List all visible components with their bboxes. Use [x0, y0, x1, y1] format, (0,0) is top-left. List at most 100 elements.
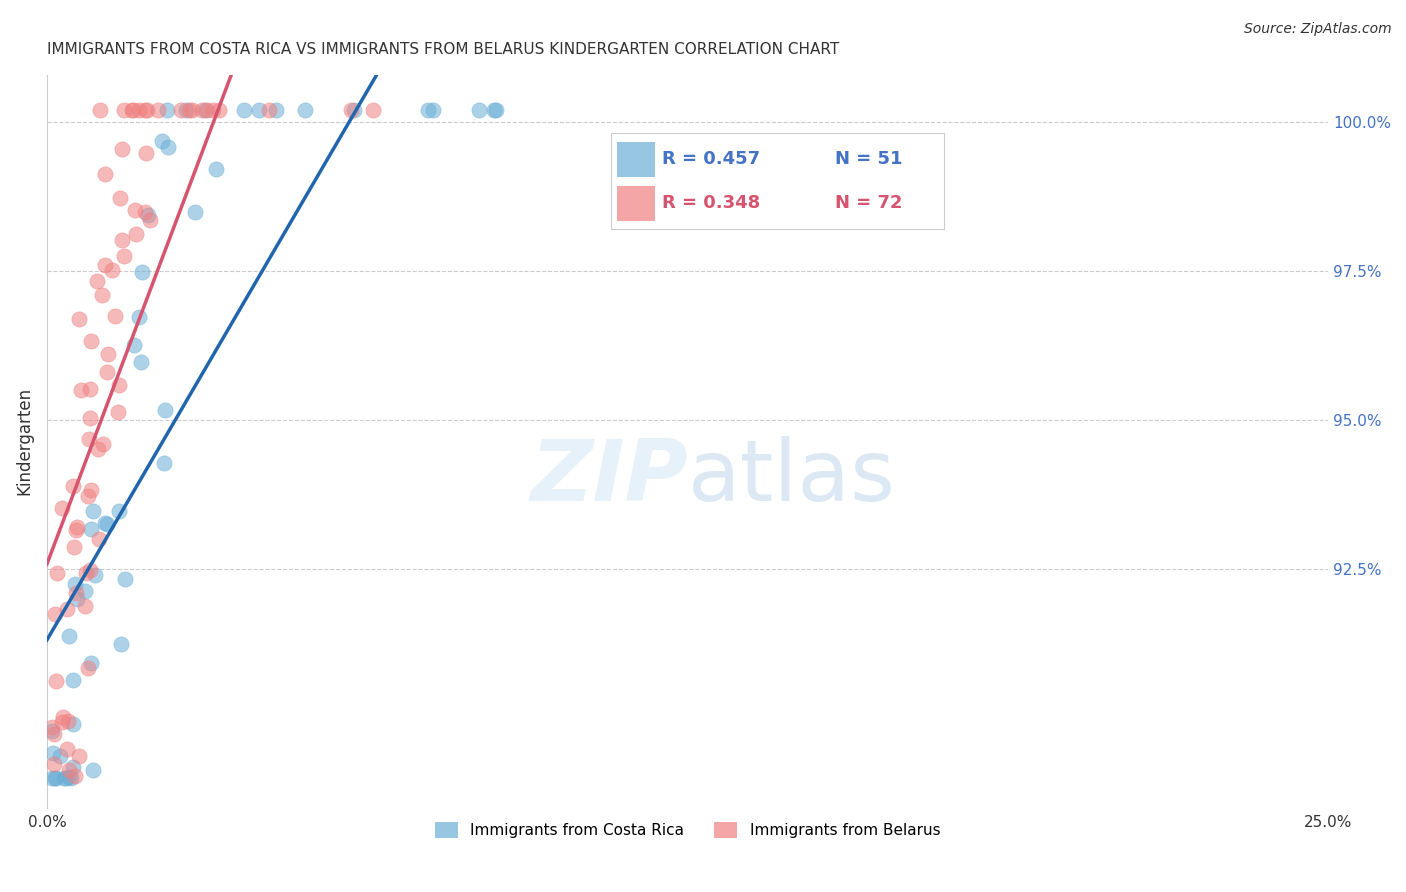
Point [131, 265, 153, 279]
Point [66, 591, 89, 606]
Point [114, 572, 136, 586]
Point [97, 347, 120, 361]
Point [80, 483, 103, 497]
Y-axis label: Kindergarten: Kindergarten [15, 387, 32, 495]
Point [194, 103, 217, 118]
Point [62, 478, 84, 492]
Point [111, 142, 134, 156]
Point [90, 287, 112, 301]
Point [139, 213, 162, 227]
Point [58, 770, 80, 784]
Point [247, 103, 270, 118]
Point [59, 771, 82, 785]
Point [55, 771, 77, 785]
Point [44, 607, 66, 622]
Point [41, 771, 63, 785]
Point [70, 384, 93, 398]
Point [128, 103, 150, 118]
Point [75, 599, 97, 613]
Point [52, 710, 75, 724]
Point [181, 103, 204, 118]
Point [108, 191, 131, 205]
Point [128, 310, 150, 324]
Point [91, 437, 114, 451]
Legend: Immigrants from Costa Rica, Immigrants from Belarus: Immigrants from Costa Rica, Immigrants f… [429, 816, 946, 844]
Point [170, 103, 193, 118]
Point [150, 134, 173, 148]
Text: N = 51: N = 51 [835, 150, 903, 168]
Point [135, 145, 157, 160]
Point [94, 167, 117, 181]
Point [89, 532, 111, 546]
Point [343, 103, 366, 118]
Point [45, 566, 67, 580]
Point [121, 103, 143, 118]
Point [190, 103, 212, 118]
Point [44, 771, 66, 785]
Point [41, 720, 63, 734]
Point [257, 103, 280, 118]
Point [177, 103, 200, 118]
Point [156, 103, 179, 118]
Point [484, 103, 506, 118]
Point [232, 103, 254, 118]
Point [41, 724, 63, 739]
Text: N = 72: N = 72 [835, 194, 903, 212]
Point [58, 714, 80, 728]
Point [136, 208, 159, 222]
Point [124, 202, 146, 217]
Point [195, 103, 218, 118]
Point [55, 602, 77, 616]
Point [86, 274, 108, 288]
Text: ZIP: ZIP [530, 436, 688, 519]
Point [80, 522, 103, 536]
Point [134, 205, 156, 219]
FancyBboxPatch shape [617, 142, 655, 178]
Point [112, 249, 135, 263]
Point [77, 661, 100, 675]
Point [52, 771, 75, 785]
Point [82, 763, 104, 777]
Point [75, 583, 97, 598]
Point [45, 673, 67, 688]
Point [361, 103, 384, 118]
Point [108, 377, 131, 392]
Point [122, 103, 145, 118]
Point [94, 516, 117, 530]
Point [104, 310, 127, 324]
Point [79, 563, 101, 577]
Point [153, 403, 176, 417]
Point [77, 489, 100, 503]
Point [108, 504, 131, 518]
Point [94, 258, 117, 272]
Point [82, 504, 104, 518]
Point [339, 103, 361, 118]
Point [107, 405, 129, 419]
Point [66, 520, 89, 534]
Point [42, 756, 65, 771]
Point [294, 103, 316, 118]
Point [129, 354, 152, 368]
Point [51, 714, 73, 729]
Point [58, 629, 80, 643]
Point [124, 227, 146, 241]
Point [63, 769, 86, 783]
Text: atlas: atlas [688, 436, 896, 519]
Point [75, 566, 97, 580]
Point [62, 760, 84, 774]
Point [51, 501, 73, 516]
Point [111, 233, 134, 247]
Point [202, 103, 225, 118]
Point [146, 103, 169, 118]
Point [422, 103, 444, 118]
Point [80, 656, 103, 670]
FancyBboxPatch shape [610, 133, 943, 228]
Point [83, 567, 105, 582]
Point [416, 103, 439, 118]
Text: IMMIGRANTS FROM COSTA RICA VS IMMIGRANTS FROM BELARUS KINDERGARTEN CORRELATION C: IMMIGRANTS FROM COSTA RICA VS IMMIGRANTS… [46, 42, 839, 57]
Point [77, 433, 100, 447]
Text: R = 0.348: R = 0.348 [662, 194, 761, 212]
Point [67, 311, 90, 326]
Point [62, 716, 84, 731]
Point [62, 541, 84, 555]
